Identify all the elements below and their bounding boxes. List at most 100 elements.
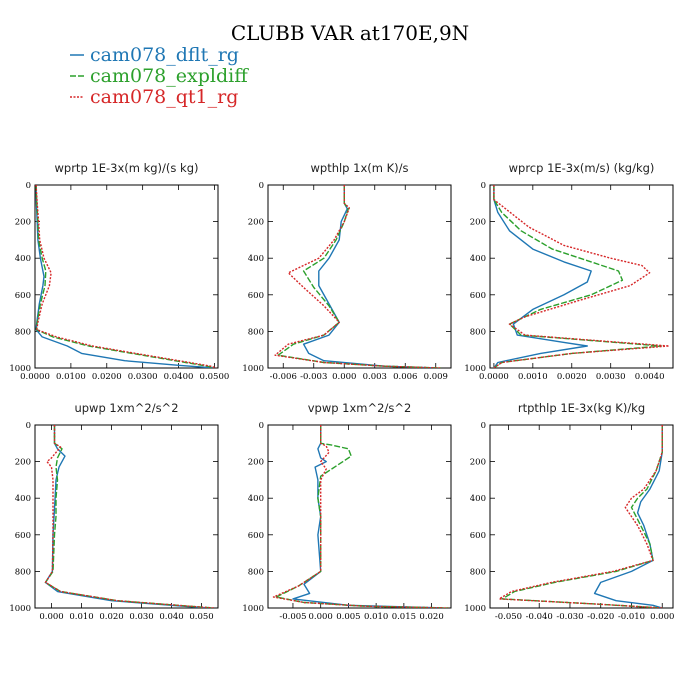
panel-title: upwp 1xm^2/s^2: [74, 401, 178, 415]
y-tick-label: 1000: [9, 604, 31, 614]
y-tick-label: 1000: [464, 604, 486, 614]
panel-3: wprcp 1E-3x(m/s) (kg/kg) 0 200 400 600 800 100…: [464, 161, 674, 382]
panel-title: vpwp 1xm^2/s^2: [308, 401, 412, 415]
y-tick-label: 0: [26, 421, 31, 431]
series-line-cam078_expldiff: [277, 185, 441, 368]
y-tick-label: 200: [470, 218, 486, 228]
x-tick-label: 0.0000: [20, 372, 50, 382]
x-tick-label: -0.030: [556, 612, 583, 622]
x-tick-label: -0.003: [300, 372, 327, 382]
y-tick-label: 600: [248, 531, 264, 541]
x-tick-label: 0.000: [309, 612, 333, 622]
x-tick-label: 0.0400: [164, 372, 194, 382]
y-tick-label: 400: [248, 254, 264, 264]
series-line-cam078_dflt_rg: [292, 425, 443, 608]
x-tick-label: 0.0300: [128, 372, 158, 382]
y-tick-label: 200: [15, 218, 31, 228]
x-tick-label: 0.0000: [479, 372, 509, 382]
panel-4: upwp 1xm^2/s^2 0 200 400 600 800 1000 0.000 0.01…: [9, 401, 219, 622]
y-tick-label: 1000: [464, 364, 486, 374]
y-tick-label: 200: [248, 458, 264, 468]
y-tick-label: 800: [15, 567, 31, 577]
panel-6: rtpthlp 1E-3x(kg K)/kg02004006008001000-…: [464, 401, 674, 622]
y-tick-label: 0: [26, 181, 31, 191]
x-tick-label: 0.020: [419, 612, 443, 622]
x-tick-label: 0.0020: [557, 372, 587, 382]
x-tick-label: 0.010: [364, 612, 388, 622]
y-tick-label: 600: [248, 291, 264, 301]
y-tick-label: 400: [470, 494, 486, 504]
panels: wprtp 1E-3x(m kg)/(s kg) 0 200 400 600 800 100…: [9, 161, 674, 622]
panel-title: rtpthlp 1E-3x(kg K)/kg: [518, 401, 645, 415]
series-line-cam078_expldiff: [493, 185, 662, 368]
series-line-cam078_qt1_rg: [498, 425, 663, 608]
y-tick-label: 600: [15, 531, 31, 541]
x-tick-label: 0.010: [69, 612, 93, 622]
y-tick-label: 200: [470, 458, 486, 468]
y-tick-label: 0: [481, 181, 486, 191]
y-tick-label: 800: [15, 327, 31, 337]
x-tick-label: 0.000: [39, 612, 63, 622]
x-tick-label: 0.003: [363, 372, 387, 382]
series-line-cam078_dflt_rg: [35, 185, 215, 368]
x-tick-label: -0.005: [279, 612, 306, 622]
y-tick-label: 1000: [242, 604, 264, 614]
panel-title: wprcp 1E-3x(m/s) (kg/kg): [509, 161, 655, 175]
x-tick-label: 0.020: [99, 612, 123, 622]
x-tick-label: 0.006: [393, 372, 417, 382]
legend-entry-qt1: cam078_qt1_rg: [70, 86, 238, 108]
y-tick-label: 600: [15, 291, 31, 301]
series-line-cam078_qt1_rg: [35, 185, 217, 368]
y-tick-label: 200: [248, 218, 264, 228]
x-tick-label: -0.006: [270, 372, 297, 382]
series-line-cam078_qt1_rg: [274, 185, 441, 368]
series-line-cam078_qt1_rg: [272, 425, 449, 608]
plot-frame: [267, 184, 452, 369]
y-tick-label: 800: [470, 567, 486, 577]
x-tick-label: -0.050: [495, 612, 522, 622]
plot-frame: [34, 424, 219, 609]
x-tick-label: 0.005: [336, 612, 360, 622]
x-tick-label: 0.0500: [200, 372, 230, 382]
x-tick-label: 0.0040: [635, 372, 665, 382]
panel-2: wpthlp 1x(m K)/s 0 200 400 600 800 1000 -0.006-…: [242, 161, 452, 382]
x-tick-label: 0.000: [650, 612, 674, 622]
legend-label-dflt: cam078_dflt_rg: [90, 44, 239, 66]
x-tick-label: 0.0100: [56, 372, 86, 382]
plot-frame: [489, 424, 674, 609]
x-tick-label: 0.000: [332, 372, 356, 382]
x-tick-label: 0.009: [424, 372, 448, 382]
y-tick-label: 800: [470, 327, 486, 337]
y-tick-label: 0: [481, 421, 486, 431]
plot-frame: [34, 184, 219, 369]
series-line-cam078_expldiff: [44, 425, 214, 608]
series-line-cam078_dflt_rg: [493, 185, 592, 368]
y-tick-label: 400: [15, 494, 31, 504]
y-tick-label: 600: [470, 531, 486, 541]
y-tick-label: 600: [470, 291, 486, 301]
figure-title: CLUBB VAR at170E,9N: [231, 21, 469, 45]
legend-entry-dflt: cam078_dflt_rg: [70, 44, 239, 66]
panel-title: wpthlp 1x(m K)/s: [310, 161, 408, 175]
panel-title: wprtp 1E-3x(m kg)/(s kg): [55, 161, 199, 175]
x-tick-label: -0.020: [587, 612, 614, 622]
y-tick-label: 800: [248, 567, 264, 577]
x-tick-label: -0.010: [618, 612, 645, 622]
x-tick-label: 0.030: [129, 612, 153, 622]
series-line-cam078_dflt_rg: [302, 185, 436, 368]
plot-frame: [489, 184, 674, 369]
series-line-cam078_expldiff: [35, 185, 215, 368]
y-tick-label: 0: [259, 421, 264, 431]
x-tick-label: 0.015: [392, 612, 416, 622]
y-tick-label: 1000: [242, 364, 264, 374]
series-line-cam078_qt1_rg: [44, 425, 214, 608]
x-tick-label: 0.040: [159, 612, 183, 622]
y-tick-label: 800: [248, 327, 264, 337]
x-tick-label: 0.0010: [518, 372, 548, 382]
legend: cam078_dflt_rg cam078_expldiff cam078_qt…: [70, 44, 249, 108]
series-line-cam078_dflt_rg: [44, 425, 208, 608]
y-tick-label: 200: [15, 458, 31, 468]
x-tick-label: -0.040: [526, 612, 553, 622]
